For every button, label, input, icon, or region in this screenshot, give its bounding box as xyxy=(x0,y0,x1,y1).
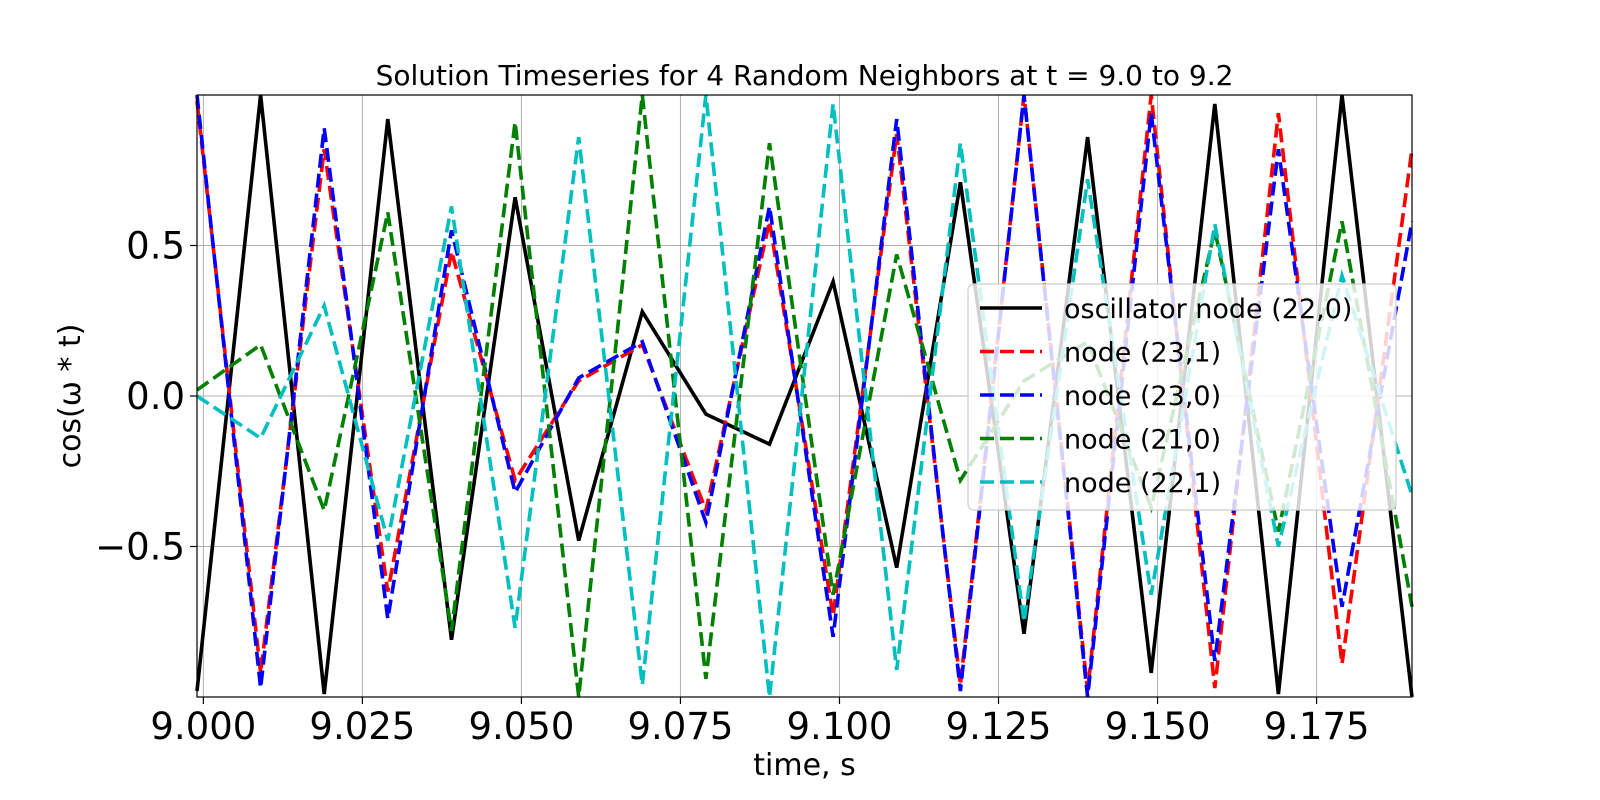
legend-box xyxy=(967,283,1397,511)
axis-ticks xyxy=(190,244,1318,704)
plot-frame xyxy=(196,94,1413,698)
series-line-2 xyxy=(195,94,1414,698)
legend-label: node (21,0) xyxy=(1064,425,1221,456)
y-tick-label: 0.5 xyxy=(126,225,185,268)
x-tick-label: 9.150 xyxy=(1105,705,1211,748)
x-tick-label: 9.050 xyxy=(468,705,574,748)
legend: oscillator node (22,0) node (23,1) node (2… xyxy=(967,283,1397,511)
legend-label: node (23,0) xyxy=(1064,381,1221,412)
legend-label: node (22,1) xyxy=(1064,468,1221,499)
x-tick-label: 9.075 xyxy=(627,705,733,748)
legend-label: node (23,1) xyxy=(1064,338,1221,369)
x-tick-label: 9.125 xyxy=(946,705,1052,748)
y-axis-label: cos(ω * t) xyxy=(53,324,88,469)
x-tick-label: 9.025 xyxy=(309,705,415,748)
series-lines xyxy=(195,94,1414,698)
chart-title: Solution Timeseries for 4 Random Neighbo… xyxy=(376,59,1234,92)
series-line-1 xyxy=(195,94,1414,692)
x-axis-label: time, s xyxy=(753,748,855,783)
tick-labels: 9.000 9.025 9.050 9.075 9.100 9.125 9.150 9.175… xyxy=(95,225,1369,749)
x-tick-label: 9.100 xyxy=(787,705,893,748)
x-tick-label: 9.000 xyxy=(150,705,256,748)
y-tick-label: 0.0 xyxy=(126,375,185,418)
legend-label: oscillator node (22,0) xyxy=(1064,294,1352,325)
x-tick-label: 9.175 xyxy=(1264,705,1370,748)
y-tick-label: −0.5 xyxy=(95,526,185,569)
series-line-4 xyxy=(196,94,1414,698)
